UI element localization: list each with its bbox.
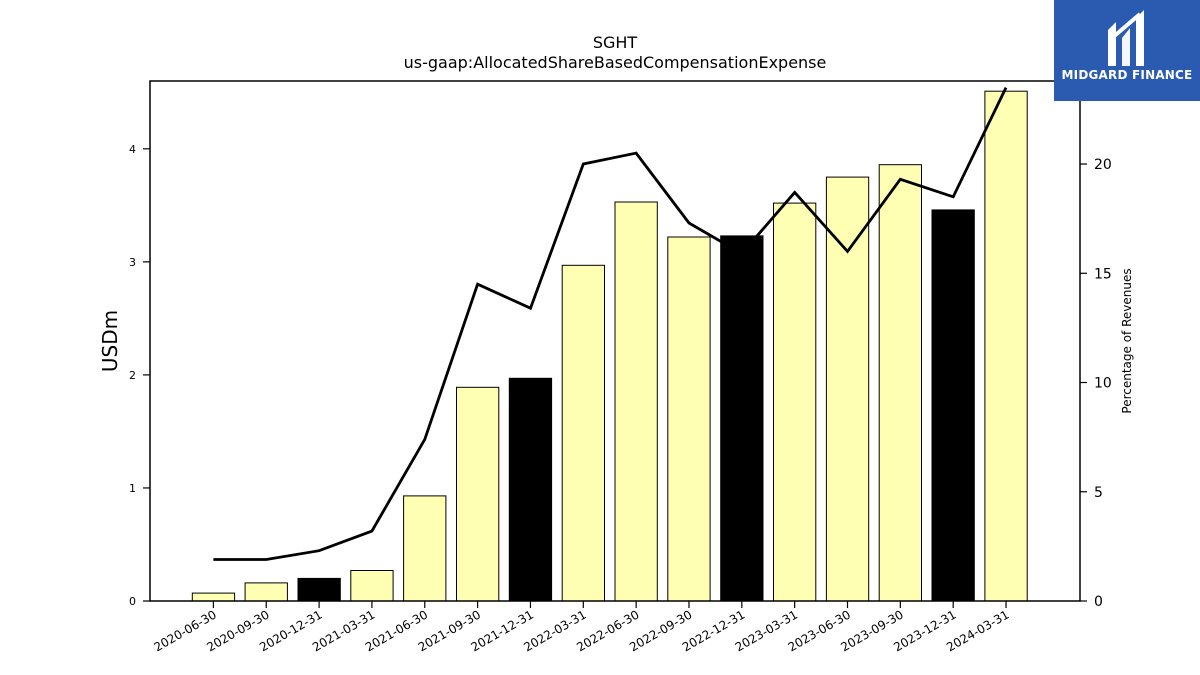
y2-tick-label: 15 — [1094, 266, 1112, 282]
bar-2021-09-30 — [456, 386, 500, 602]
y-tick-label: 1 — [129, 482, 136, 495]
y-tick-label: 0 — [129, 595, 136, 608]
bar-2021-03-31 — [350, 570, 394, 602]
bar-2021-06-30 — [403, 495, 447, 602]
bar-2021-12-31 — [508, 377, 553, 602]
bar-2022-09-30 — [667, 236, 711, 602]
y2-axis-label: Percentage of Revenues — [1120, 268, 1134, 413]
y2-tick-label: 0 — [1094, 594, 1103, 610]
chart-subtitle: us-gaap:AllocatedShareBasedCompensationE… — [404, 53, 827, 72]
y-tick-label: 3 — [129, 256, 136, 269]
y-tick-label: 4 — [129, 143, 136, 156]
brand-name: MIDGARD FINANCE — [1061, 68, 1193, 82]
revenue-percentage-line — [213, 86, 1008, 561]
bar-2020-06-30 — [191, 592, 236, 602]
bar-2023-06-30 — [825, 176, 870, 602]
y2-tick-label: 20 — [1094, 157, 1112, 173]
y2-tick-label: 5 — [1094, 485, 1103, 501]
bar-2022-06-30 — [614, 201, 658, 602]
plot-frame — [149, 80, 1081, 602]
bar-2022-12-31 — [720, 235, 764, 602]
y2-tick-label: 10 — [1094, 376, 1112, 392]
line-series — [213, 86, 1008, 561]
bar-series — [191, 90, 1028, 602]
bar-2020-09-30 — [244, 582, 288, 602]
y-tick-label: 2 — [129, 369, 136, 382]
bar-2023-03-31 — [773, 202, 817, 602]
bar-2022-03-31 — [561, 264, 606, 602]
bar-2023-12-31 — [931, 209, 975, 602]
brand-logo: MIDGARD FINANCE — [1054, 0, 1200, 101]
y-axis-label: USDm — [98, 310, 122, 372]
bar-2023-09-30 — [878, 164, 923, 602]
midgard-logo-icon — [1108, 10, 1144, 66]
bar-2020-12-31 — [297, 577, 341, 602]
chart-title: SGHT — [593, 33, 638, 52]
bar-2024-03-31 — [984, 90, 1028, 602]
